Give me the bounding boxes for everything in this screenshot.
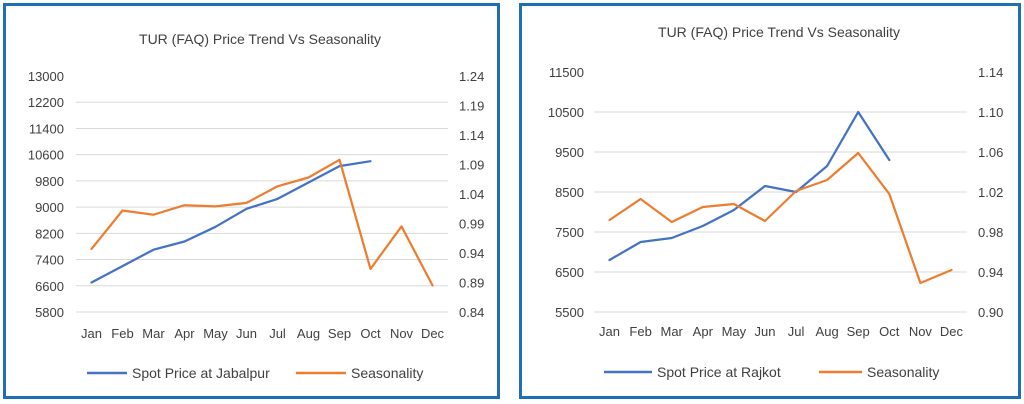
left-tick-label: 6500 <box>555 265 584 280</box>
chart-svg-rajkot: TUR (FAQ) Price Trend Vs Seasonality 115… <box>548 24 1003 380</box>
left-tick-label: 7500 <box>555 225 584 240</box>
chart-title: TUR (FAQ) Price Trend Vs Seasonality <box>658 24 900 40</box>
right-tick-label: 1.14 <box>978 65 1003 80</box>
right-tick-label: 1.02 <box>978 185 1003 200</box>
left-tick-label: 13000 <box>28 69 64 84</box>
right-tick-label: 1.06 <box>978 145 1003 160</box>
chart-title: TUR (FAQ) Price Trend Vs Seasonality <box>139 31 381 47</box>
x-tick-label: May <box>722 324 747 339</box>
x-tick-label: Aug <box>816 324 839 339</box>
x-tick-label: Aug <box>297 326 320 341</box>
x-tick-label: Dec <box>940 324 964 339</box>
left-tick-label: 5800 <box>35 305 64 320</box>
left-tick-label: 8500 <box>555 185 584 200</box>
x-tick-label: Oct <box>879 324 900 339</box>
series-line-seasonality <box>608 151 953 285</box>
left-tick-label: 11500 <box>549 65 584 80</box>
x-axis-ticks: Jan Feb Mar Apr May Jun Jul Aug Sep Oct Nov Dec <box>81 326 445 341</box>
series-lines <box>608 110 953 285</box>
chart-panel-rajkot: TUR (FAQ) Price Trend Vs Seasonality 115… <box>519 3 1021 399</box>
legend: Spot Price at Rajkot Seasonality <box>604 364 939 380</box>
x-tick-label: Mar <box>142 326 165 341</box>
series-line-spot-price <box>90 160 372 284</box>
x-axis-ticks: Jan Feb Mar Apr May Jun Jul Aug Sep Oct Nov Dec <box>599 324 963 339</box>
left-tick-label: 11400 <box>29 121 64 136</box>
legend-label-spot-price: Spot Price at Rajkot <box>657 364 781 380</box>
x-tick-label: Jun <box>754 324 775 339</box>
right-tick-label: 0.98 <box>978 225 1003 240</box>
left-tick-label: 9800 <box>35 174 64 189</box>
x-tick-label: Jun <box>236 326 257 341</box>
x-tick-label: Dec <box>421 326 445 341</box>
right-tick-label: 1.04 <box>459 187 484 202</box>
right-tick-label: 0.84 <box>459 305 484 320</box>
series-line-spot-price <box>608 110 891 262</box>
chart-svg-jabalpur: TUR (FAQ) Price Trend Vs Seasonality 130… <box>28 31 484 381</box>
x-tick-label: Feb <box>629 324 651 339</box>
x-tick-label: Sep <box>847 324 870 339</box>
left-tick-label: 6600 <box>35 279 64 294</box>
right-tick-label: 0.94 <box>459 246 484 261</box>
x-tick-label: Nov <box>390 326 414 341</box>
right-tick-label: 1.24 <box>459 69 484 84</box>
left-tick-label: 7400 <box>35 253 64 268</box>
left-tick-label: 12200 <box>28 95 64 110</box>
left-tick-label: 10600 <box>28 148 64 163</box>
right-tick-label: 0.94 <box>978 265 1003 280</box>
right-tick-label: 1.14 <box>459 128 484 143</box>
right-tick-label: 1.09 <box>459 158 484 173</box>
x-tick-label: Nov <box>909 324 933 339</box>
series-line-seasonality <box>90 158 434 287</box>
legend: Spot Price at Jabalpur Seasonality <box>87 365 423 381</box>
x-tick-label: Mar <box>661 324 684 339</box>
legend-label-seasonality: Seasonality <box>351 365 423 381</box>
x-tick-label: Sep <box>328 326 351 341</box>
x-tick-label: Jan <box>81 326 102 341</box>
x-tick-label: Jan <box>599 324 620 339</box>
left-tick-label: 5500 <box>555 305 584 320</box>
right-tick-label: 0.99 <box>459 217 484 232</box>
gridlines <box>594 111 967 313</box>
chart-panel-jabalpur: TUR (FAQ) Price Trend Vs Seasonality 130… <box>3 3 500 399</box>
legend-label-seasonality: Seasonality <box>867 364 939 380</box>
x-tick-label: Apr <box>174 326 195 341</box>
right-tick-label: 1.19 <box>459 99 484 114</box>
right-tick-label: 0.90 <box>978 305 1003 320</box>
x-tick-label: Jul <box>788 324 805 339</box>
right-tick-label: 1.10 <box>978 105 1003 120</box>
series-lines <box>90 158 434 287</box>
right-axis-ticks: 1.24 1.19 1.14 1.09 1.04 0.99 0.94 0.89 0.84 <box>459 69 484 320</box>
left-tick-label: 10500 <box>548 105 584 120</box>
x-tick-label: Oct <box>360 326 381 341</box>
left-tick-label: 8200 <box>35 226 64 241</box>
right-axis-ticks: 1.14 1.10 1.06 1.02 0.98 0.94 0.90 <box>978 65 1003 320</box>
left-axis-ticks: 13000 12200 11400 10600 9800 9000 8200 7400 6600… <box>28 69 64 320</box>
x-tick-label: May <box>203 326 228 341</box>
x-tick-label: Jul <box>269 326 286 341</box>
x-tick-label: Feb <box>111 326 133 341</box>
left-axis-ticks: 11500 10500 9500 8500 7500 6500 5500 <box>548 65 584 320</box>
left-tick-label: 9500 <box>555 145 584 160</box>
gridlines <box>76 101 448 313</box>
right-tick-label: 0.89 <box>459 276 484 291</box>
legend-label-spot-price: Spot Price at Jabalpur <box>132 365 270 381</box>
x-tick-label: Apr <box>693 324 714 339</box>
left-tick-label: 9000 <box>35 200 64 215</box>
